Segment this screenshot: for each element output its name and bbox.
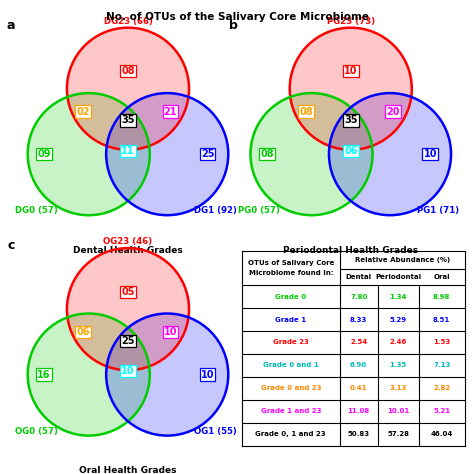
Text: 08: 08 [260,149,273,159]
Text: 57.28: 57.28 [387,431,409,437]
Text: 11: 11 [121,146,135,156]
Text: 25: 25 [201,149,214,159]
Text: 06: 06 [76,327,90,337]
Text: PG0 (57): PG0 (57) [238,206,280,215]
Circle shape [329,93,451,215]
Text: OG23 (46): OG23 (46) [103,237,153,246]
Text: c: c [7,239,15,252]
Text: 10: 10 [164,327,177,337]
Text: Oral: Oral [433,274,450,280]
Text: Microbiome found in:: Microbiome found in: [248,270,333,276]
Text: 10.01: 10.01 [387,408,410,414]
Text: Grade 0 and 23: Grade 0 and 23 [261,385,321,392]
Text: Dental Health Grades: Dental Health Grades [73,246,183,255]
Text: OG0 (57): OG0 (57) [15,427,58,436]
Text: 46.04: 46.04 [430,431,453,437]
Text: 6.90: 6.90 [350,363,367,368]
Text: 20: 20 [386,107,400,117]
Circle shape [250,93,373,215]
Text: 8.33: 8.33 [350,317,367,323]
Text: 25: 25 [121,336,135,346]
Circle shape [27,93,150,215]
Circle shape [67,248,189,370]
Text: 08: 08 [299,107,313,117]
Text: Periodontal Health Grades: Periodontal Health Grades [283,246,419,255]
Text: a: a [6,19,15,32]
Text: 5.29: 5.29 [390,317,407,323]
Text: DG23 (66): DG23 (66) [103,17,153,26]
Text: 7.13: 7.13 [433,363,450,368]
Text: Grade 0 and 1: Grade 0 and 1 [263,363,319,368]
Text: b: b [228,19,237,32]
Text: 35: 35 [344,115,357,125]
Text: 21: 21 [164,107,177,117]
Text: 05: 05 [121,287,135,297]
Circle shape [106,313,228,436]
Text: 2.54: 2.54 [350,339,367,346]
Text: 10: 10 [121,366,135,376]
Text: OG1 (55): OG1 (55) [194,427,237,436]
Text: 11.08: 11.08 [347,408,370,414]
Text: Grade 0, 1 and 23: Grade 0, 1 and 23 [255,431,326,437]
Text: 8.51: 8.51 [433,317,450,323]
Circle shape [67,27,189,150]
Text: 08: 08 [121,66,135,76]
Text: 1.34: 1.34 [390,294,407,300]
Text: 8.98: 8.98 [433,294,450,300]
Text: Periodontal: Periodontal [375,274,421,280]
Text: 10: 10 [344,66,357,76]
Text: 5.21: 5.21 [433,408,450,414]
Text: Grade 1: Grade 1 [275,317,306,323]
Circle shape [290,27,412,150]
Text: Grade 1 and 23: Grade 1 and 23 [261,408,321,414]
Text: 50.83: 50.83 [347,431,370,437]
Text: DG1 (92): DG1 (92) [194,206,237,215]
Text: 7.80: 7.80 [350,294,367,300]
Text: 02: 02 [76,107,90,117]
Circle shape [106,93,228,215]
Text: DG0 (57): DG0 (57) [15,206,58,215]
Text: 2.82: 2.82 [433,385,450,392]
Text: Oral Health Grades: Oral Health Grades [79,466,177,474]
Text: 16: 16 [37,370,51,380]
Text: 06: 06 [344,146,357,156]
Text: PG1 (71): PG1 (71) [417,206,459,215]
Text: 3.13: 3.13 [390,385,407,392]
Text: Grade 23: Grade 23 [273,339,309,346]
Text: 0.41: 0.41 [350,385,367,392]
Text: No. of OTUs of the Salivary Core Microbiome: No. of OTUs of the Salivary Core Microbi… [106,12,368,22]
Text: PG23 (73): PG23 (73) [327,17,375,26]
Text: 2.46: 2.46 [390,339,407,346]
Text: Relative Abundance (%): Relative Abundance (%) [355,257,450,263]
Text: 35: 35 [121,115,135,125]
Text: OTUs of Salivary Core: OTUs of Salivary Core [247,260,334,266]
Text: 1.53: 1.53 [433,339,450,346]
Circle shape [27,313,150,436]
Text: Grade 0: Grade 0 [275,294,306,300]
Text: 10: 10 [201,370,214,380]
Text: 09: 09 [37,149,51,159]
Text: 10: 10 [424,149,437,159]
Text: 1.35: 1.35 [390,363,407,368]
Text: Dental: Dental [346,274,372,280]
